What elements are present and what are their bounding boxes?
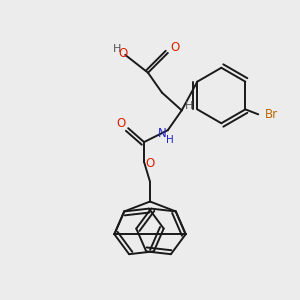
Text: Br: Br [265,108,278,121]
Text: H: H [184,101,193,111]
Text: H: H [113,44,122,54]
Text: N: N [158,127,166,140]
Text: O: O [170,41,179,55]
Text: O: O [146,158,154,170]
Text: O: O [118,47,128,60]
Text: O: O [117,117,126,130]
Text: H: H [166,135,174,145]
